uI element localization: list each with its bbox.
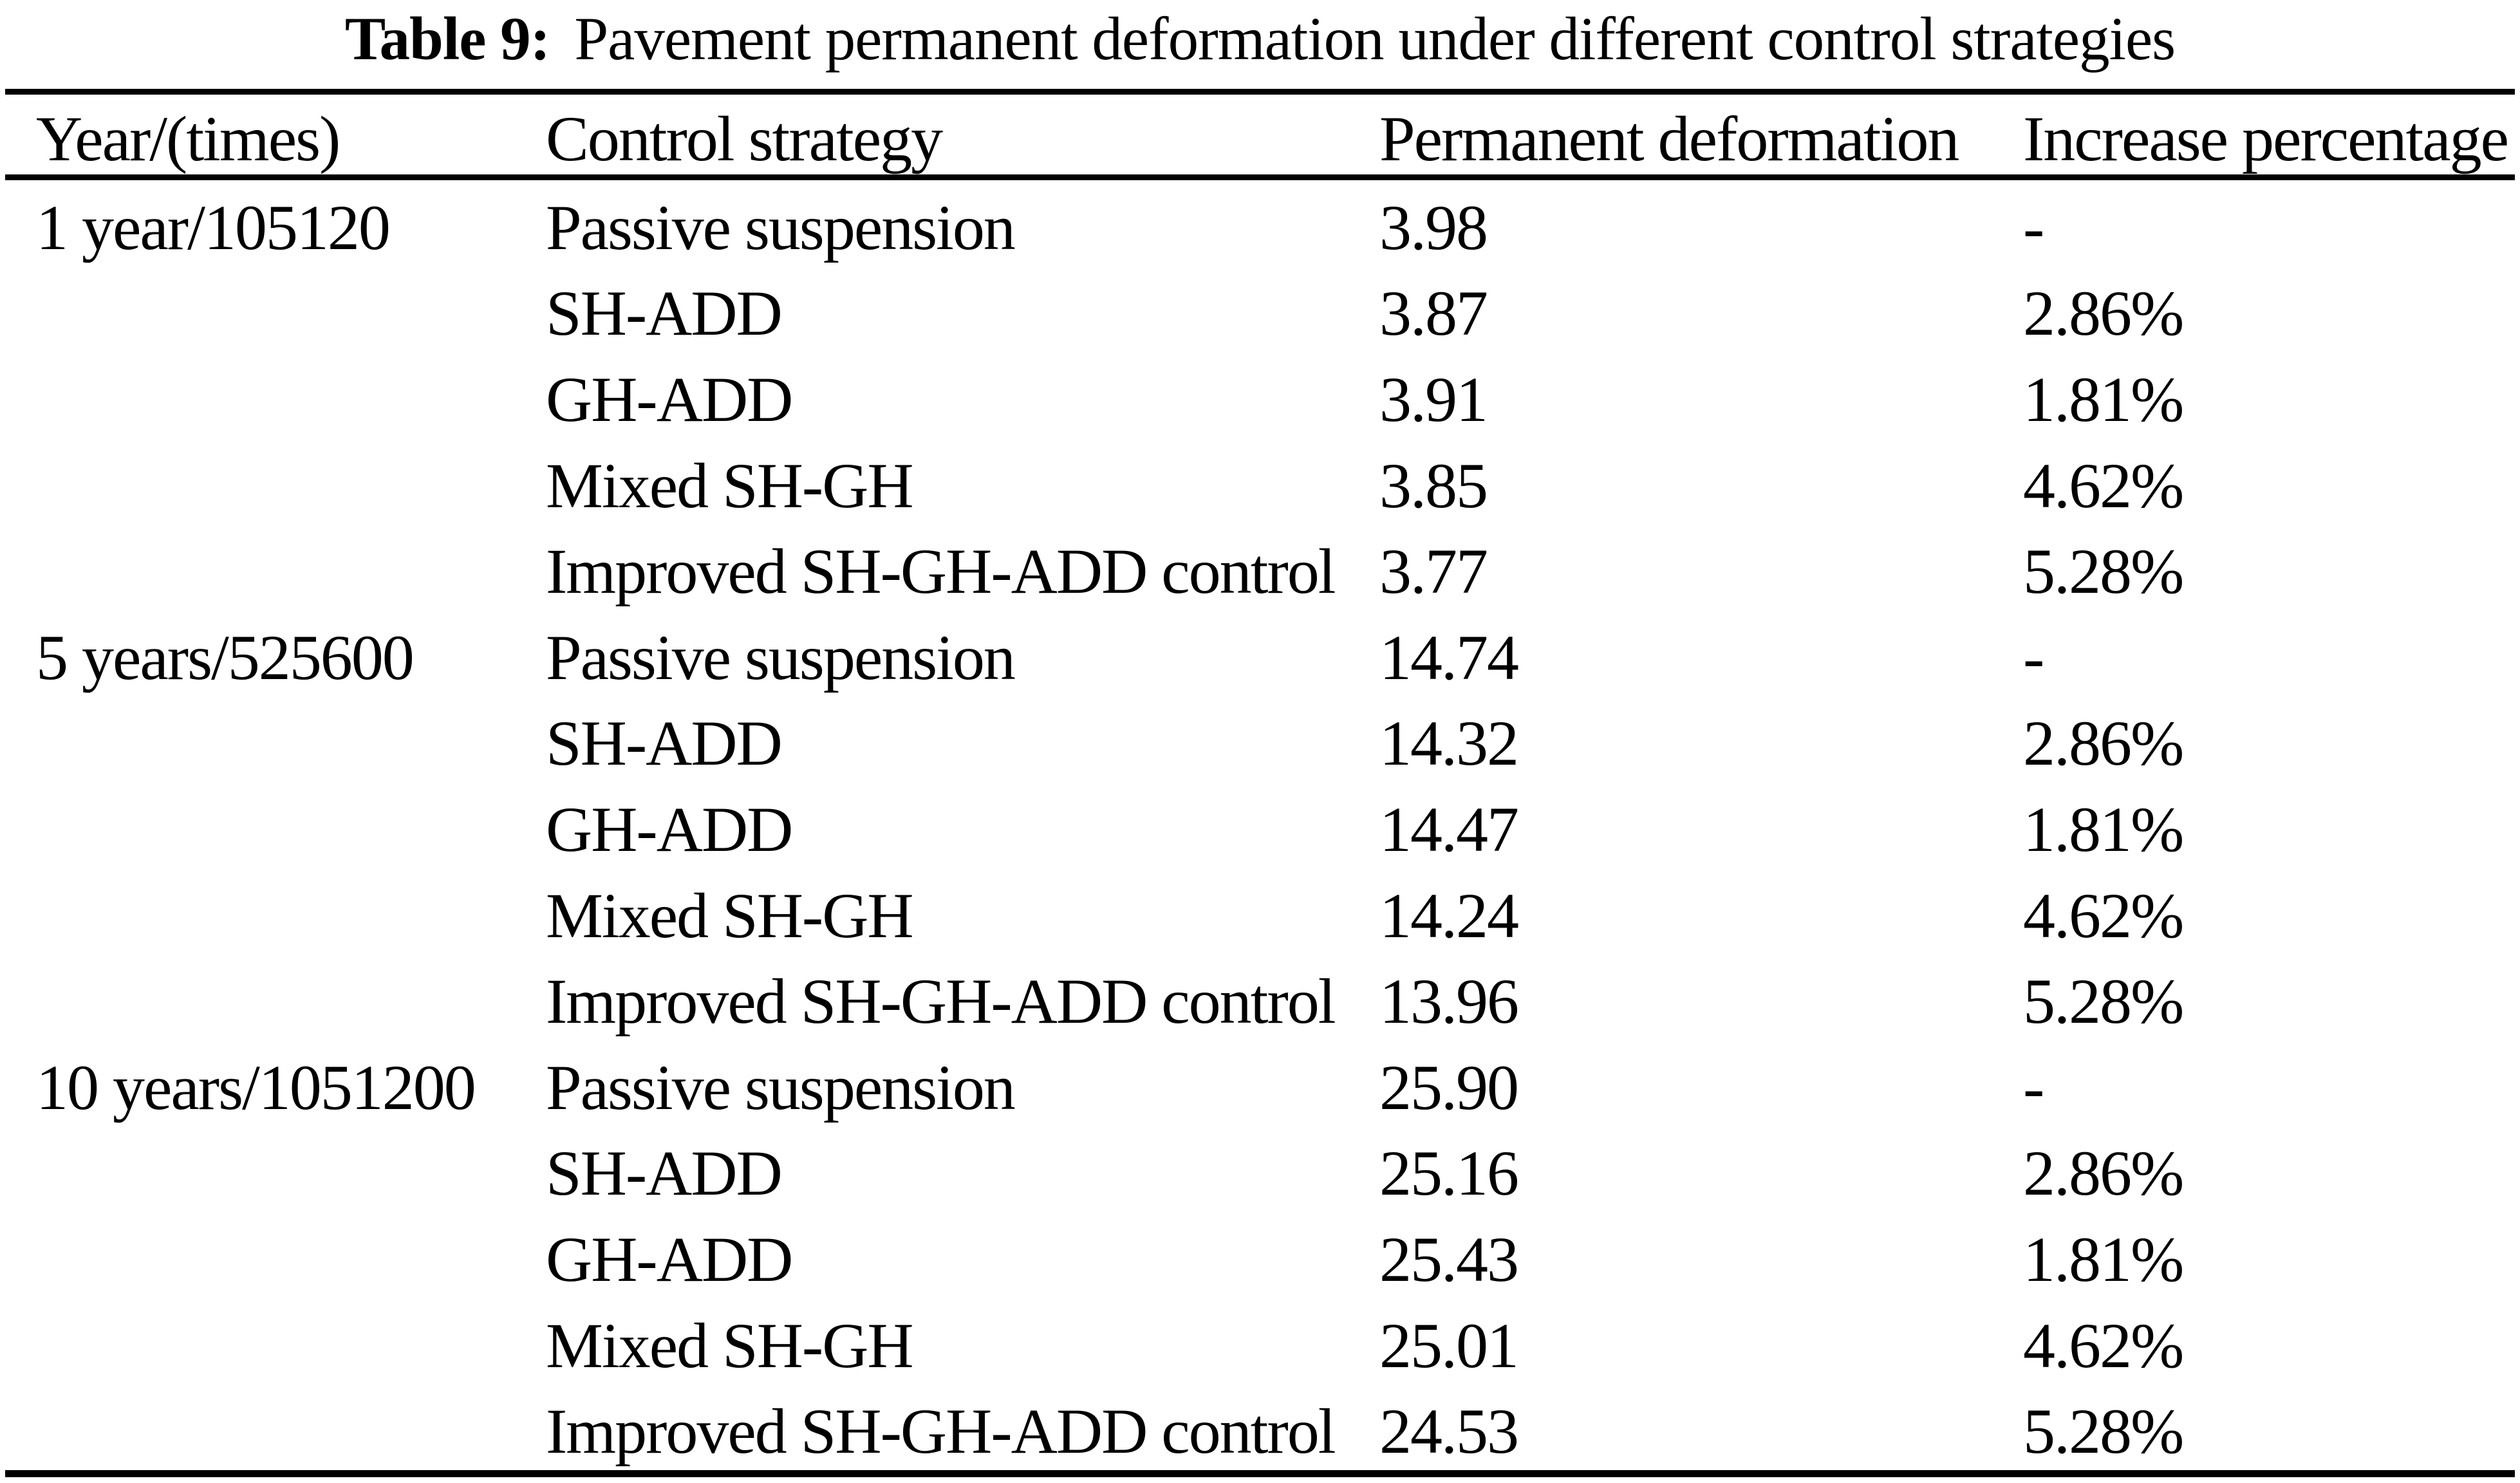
year-cell: [5, 477, 546, 486]
table-row: GH-ADD 25.43 1.81%: [5, 1212, 2515, 1298]
table-row: SH-ADD 14.32 2.86%: [5, 696, 2515, 783]
column-header-deformation: Permanent deformation: [1379, 103, 1959, 174]
table-row: 10 years/1051200 Passive suspension 25.9…: [5, 1040, 2515, 1126]
deformation-cell: 3.87: [1379, 277, 1488, 350]
strategy-cell: Passive suspension: [546, 1051, 1016, 1123]
deformation-cell: 3.98: [1379, 191, 1488, 263]
year-cell: [5, 1422, 546, 1432]
table-row: SH-ADD 3.87 2.86%: [5, 266, 2515, 353]
deformation-cell: 3.85: [1379, 449, 1488, 521]
deformation-cell: 25.16: [1379, 1137, 1519, 1209]
table-row: GH-ADD 3.91 1.81%: [5, 352, 2515, 438]
strategy-cell: Passive suspension: [546, 621, 1016, 693]
strategy-cell: Improved SH-GH-ADD control: [546, 965, 1336, 1038]
increase-cell: 1.81%: [2023, 1223, 2184, 1295]
increase-cell: -: [2023, 191, 2044, 263]
deformation-cell: 25.90: [1379, 1051, 1519, 1123]
year-cell: [5, 907, 546, 916]
column-header-increase: Increase percentage: [2023, 103, 2509, 174]
strategy-cell: GH-ADD: [546, 1223, 793, 1295]
year-cell: [5, 1164, 546, 1173]
column-header-year: Year/(times): [36, 103, 341, 174]
deformation-cell: 13.96: [1379, 965, 1519, 1038]
year-cell: [5, 391, 546, 400]
year-cell: [5, 821, 546, 830]
table-caption: Table 9: Pavement permanent deformation u…: [0, 0, 2520, 77]
increase-cell: 1.81%: [2023, 793, 2184, 865]
increase-cell: 4.62%: [2023, 449, 2184, 521]
table-row: 1 year/105120 Passive suspension 3.98 -: [5, 180, 2515, 266]
increase-cell: 5.28%: [2023, 1395, 2184, 1468]
deformation-cell: 24.53: [1379, 1395, 1519, 1468]
table-body: 1 year/105120 Passive suspension 3.98 - …: [5, 180, 2515, 1470]
increase-cell: 1.81%: [2023, 363, 2184, 435]
table-caption-label: Table 9:: [344, 5, 550, 73]
year-cell: [5, 563, 546, 572]
strategy-cell: Mixed SH-GH: [546, 879, 914, 951]
deformation-cell: 14.74: [1379, 621, 1519, 693]
increase-cell: 4.62%: [2023, 1309, 2184, 1381]
table-caption-text: Pavement permanent deformation under dif…: [574, 5, 2176, 73]
increase-cell: 5.28%: [2023, 536, 2184, 608]
deformation-cell: 25.43: [1379, 1223, 1519, 1295]
strategy-cell: GH-ADD: [546, 793, 793, 865]
deformation-cell: 14.47: [1379, 793, 1519, 865]
increase-cell: 2.86%: [2023, 277, 2184, 350]
strategy-cell: Improved SH-GH-ADD control: [546, 536, 1336, 608]
strategy-cell: Improved SH-GH-ADD control: [546, 1395, 1336, 1468]
increase-cell: 2.86%: [2023, 1137, 2184, 1209]
strategy-cell: SH-ADD: [546, 277, 783, 350]
table: Year/(times) Control strategy Permanent …: [5, 89, 2515, 1477]
increase-cell: 2.86%: [2023, 707, 2184, 779]
table-row: GH-ADD 14.47 1.81%: [5, 782, 2515, 868]
year-cell: 10 years/1051200: [36, 1051, 476, 1123]
year-cell: [5, 1251, 546, 1260]
table-row: Mixed SH-GH 3.85 4.62%: [5, 438, 2515, 525]
strategy-cell: SH-ADD: [546, 707, 783, 779]
table-top-rule: [5, 89, 2515, 95]
table-row: 5 years/525600 Passive suspension 14.74 …: [5, 610, 2515, 696]
table-row: Mixed SH-GH 14.24 4.62%: [5, 868, 2515, 955]
year-cell: [5, 1337, 546, 1346]
deformation-cell: 14.24: [1379, 879, 1519, 951]
year-cell: [5, 993, 546, 1002]
deformation-cell: 3.91: [1379, 363, 1488, 435]
deformation-cell: 3.77: [1379, 536, 1488, 608]
year-cell: [5, 304, 546, 313]
increase-cell: 5.28%: [2023, 965, 2184, 1038]
increase-cell: -: [2023, 1051, 2044, 1123]
table-row: Mixed SH-GH 25.01 4.62%: [5, 1298, 2515, 1385]
table-row: Improved SH-GH-ADD control 24.53 5.28%: [5, 1384, 2515, 1470]
table-row: SH-ADD 25.16 2.86%: [5, 1126, 2515, 1213]
table-bottom-rule: [5, 1469, 2515, 1477]
deformation-cell: 25.01: [1379, 1309, 1519, 1381]
deformation-cell: 14.32: [1379, 707, 1519, 779]
increase-cell: 4.62%: [2023, 879, 2184, 951]
strategy-cell: Passive suspension: [546, 191, 1016, 263]
year-cell: 5 years/525600: [36, 621, 415, 693]
table-row: Improved SH-GH-ADD control 13.96 5.28%: [5, 954, 2515, 1040]
strategy-cell: GH-ADD: [546, 363, 793, 435]
year-cell: [5, 734, 546, 743]
increase-cell: -: [2023, 621, 2044, 693]
column-header-strategy: Control strategy: [546, 103, 943, 174]
table-row: Improved SH-GH-ADD control 3.77 5.28%: [5, 524, 2515, 610]
year-cell: 1 year/105120: [36, 191, 391, 263]
table-header-rule: [5, 174, 2515, 180]
strategy-cell: SH-ADD: [546, 1137, 783, 1209]
strategy-cell: Mixed SH-GH: [546, 1309, 914, 1381]
table-header-row: Year/(times) Control strategy Permanent …: [5, 95, 2515, 174]
strategy-cell: Mixed SH-GH: [546, 449, 914, 521]
